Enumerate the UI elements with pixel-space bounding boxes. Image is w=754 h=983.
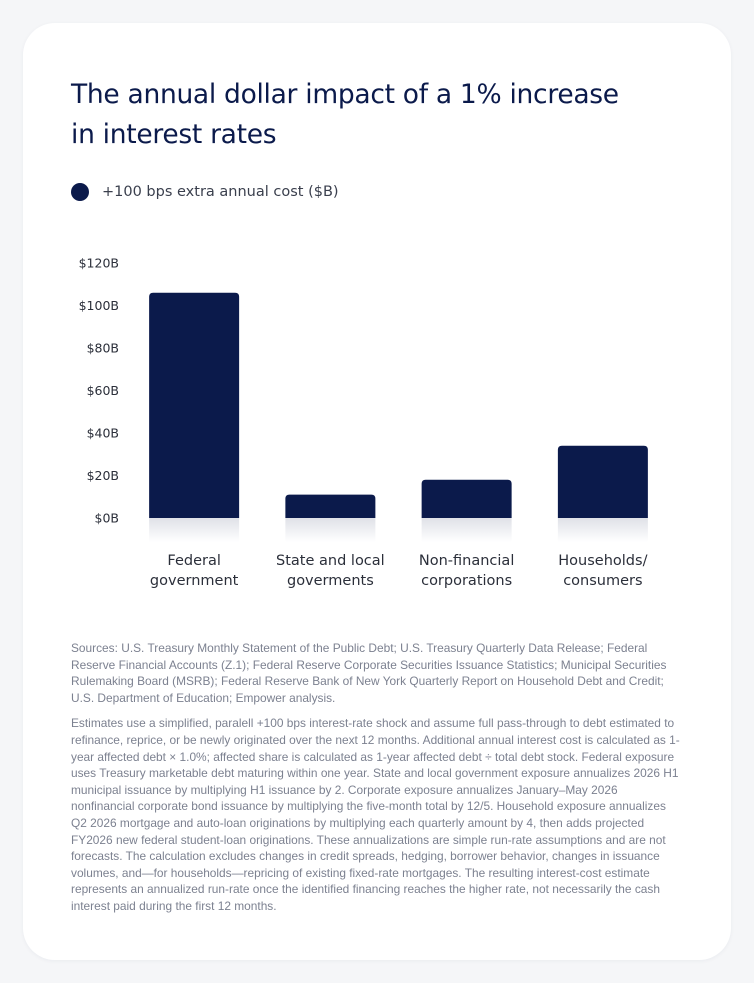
y-tick-label: $120B — [79, 256, 119, 271]
category-label: corporations — [421, 573, 512, 589]
chart-title: The annual dollar impact of a 1% increas… — [71, 79, 619, 150]
bar-reflection — [285, 518, 376, 542]
bar — [557, 445, 648, 518]
chart-card: The annual dollar impact of a 1% increas… — [23, 23, 731, 960]
category-label: Households/ — [558, 553, 647, 569]
methodology-note: Estimates use a simplified, paralell +10… — [71, 716, 680, 913]
y-axis: $0B $20B $40B $60B $80B $100B $120B — [79, 256, 119, 526]
category-label: consumers — [563, 573, 642, 589]
category-label: Federal — [167, 553, 220, 569]
y-tick-label: $80B — [87, 341, 119, 356]
bar-reflection — [421, 518, 512, 542]
sources-note: Sources: U.S. Treasury Monthly Statement… — [71, 641, 667, 705]
bar — [421, 479, 512, 518]
category-label: goverments — [287, 573, 374, 589]
bar — [149, 292, 240, 518]
legend-label: +100 bps extra annual cost ($B) — [102, 184, 339, 200]
footnotes: Sources: U.S. Treasury Monthly Statement… — [71, 640, 683, 924]
legend: +100 bps extra annual cost ($B) — [71, 183, 339, 201]
y-tick-label: $40B — [87, 426, 119, 441]
bar — [285, 494, 376, 518]
bar-chart: $0B $20B $40B $60B $80B $100B $120B Federal gov… — [79, 256, 648, 589]
category-label: State and local — [276, 553, 385, 569]
bar-reflection — [557, 518, 648, 542]
bar-reflection — [149, 518, 240, 542]
x-axis: Federal government State and local govermen… — [150, 553, 648, 589]
y-tick-label: $100B — [79, 298, 119, 313]
y-tick-label: $0B — [95, 511, 119, 526]
category-label: government — [150, 573, 239, 589]
legend-swatch — [71, 183, 89, 201]
bars — [149, 292, 648, 542]
y-tick-label: $60B — [87, 383, 119, 398]
y-tick-label: $20B — [87, 468, 119, 483]
category-label: Non-financial — [419, 553, 514, 569]
